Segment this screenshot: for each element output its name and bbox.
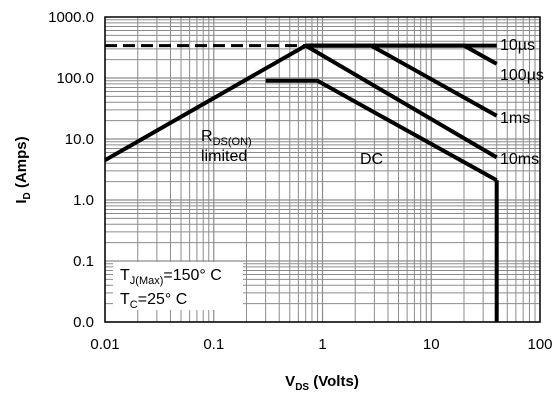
rds-annotation-line2: limited — [201, 148, 247, 165]
curve-5 — [104, 43, 307, 162]
curve-DC — [265, 78, 498, 183]
x-tick-label: 10 — [423, 336, 440, 353]
y-tick-label: 100.0 — [56, 70, 94, 87]
y-tick-label: 10.0 — [65, 131, 94, 148]
y-tick-label: 1000.0 — [48, 9, 94, 26]
curve-10ms — [304, 43, 498, 160]
series-label-10s: 10µs — [500, 37, 535, 54]
y-tick-labels: 0.0 0.1 1.0 10.0 100.0 1000.0 — [48, 9, 94, 331]
x-tick-label: 0.1 — [203, 336, 224, 353]
series-label-1ms: 1ms — [500, 110, 530, 127]
x-tick-label: 100 — [527, 336, 552, 353]
tc-annotation: TC=25° C — [120, 291, 187, 311]
x-tick-label: 1 — [318, 336, 326, 353]
curve-1ms — [305, 43, 498, 118]
series-label-100s: 100µs — [500, 67, 544, 84]
soa-curves — [104, 43, 499, 322]
conditions-box — [113, 262, 243, 310]
y-axis-label: ID (Amps) — [13, 136, 33, 203]
rds-annotation: RDS(ON) — [201, 128, 252, 148]
x-tick-labels: 0.01 0.1 1 10 100 — [90, 336, 552, 353]
x-tick-label: 0.01 — [90, 336, 119, 353]
series-label-DC: DC — [360, 151, 383, 168]
x-axis-label: VDS (Volts) — [285, 373, 359, 393]
y-tick-label: 0.1 — [73, 253, 94, 270]
y-tick-label: 1.0 — [73, 192, 94, 209]
y-tick-label: 0.0 — [73, 314, 94, 331]
tj-annotation: TJ(Max)=150° C — [120, 267, 222, 287]
plot-frame — [104, 16, 541, 323]
series-label-10ms: 10ms — [500, 151, 539, 168]
series-labels: 10µs 100µs 1ms 10ms DC — [360, 37, 544, 168]
